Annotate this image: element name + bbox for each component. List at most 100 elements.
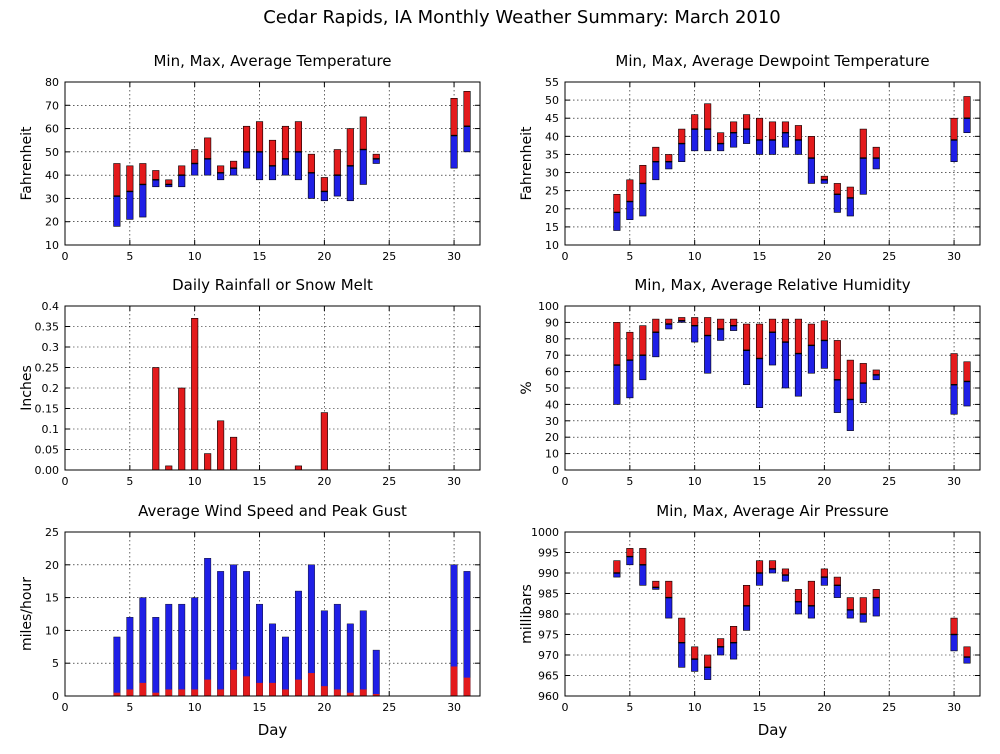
plot-frame [565,82,980,245]
speed-bar-day-31 [464,678,471,696]
min-bar-day-24 [873,158,880,169]
y-axis-label: Fahrenheit [519,126,535,201]
min-bar-day-17 [282,159,289,175]
min-bar-day-6 [640,565,647,586]
x-tick-label: 0 [62,701,69,714]
speed-bar-day-16 [269,683,276,696]
min-bar-day-4 [614,212,621,230]
min-bar-day-18 [795,140,802,154]
min-bar-day-7 [653,332,660,357]
max-bar-day-4 [114,164,121,197]
y-axis-label: millibars [519,584,535,644]
min-bar-day-23 [860,383,867,403]
x-tick-label: 10 [188,475,202,488]
min-bar-day-11 [704,129,711,151]
chart-title: Average Wind Speed and Peak Gust [138,502,407,520]
max-bar-day-5 [627,180,634,202]
rain-bar-day-11 [204,454,211,470]
min-bar-day-8 [666,162,673,169]
x-tick-label: 30 [447,250,461,263]
min-bar-day-14 [743,129,750,143]
y-tick-label: 100 [538,300,559,313]
y-tick-label: 90 [545,316,559,329]
x-tick-label: 10 [688,701,702,714]
min-bar-day-7 [653,162,660,180]
x-tick-label: 15 [253,250,267,263]
x-tick-label: 5 [626,701,633,714]
y-tick-label: 80 [45,76,59,89]
y-tick-label: 0.1 [42,423,60,436]
y-tick-label: 50 [545,94,559,107]
max-bar-day-6 [640,165,647,183]
min-bar-day-31 [464,126,471,152]
min-bar-day-11 [704,336,711,374]
max-bar-day-19 [808,136,815,158]
y-tick-label: 965 [538,670,559,683]
y-tick-label: 10 [45,624,59,637]
x-axis-label: Day [258,721,288,739]
x-tick-label: 30 [447,701,461,714]
x-tick-label: 30 [947,475,961,488]
page-title: Cedar Rapids, IA Monthly Weather Summary… [263,7,781,28]
speed-bar-day-23 [360,689,367,696]
chart-title: Min, Max, Average Relative Humidity [634,276,910,294]
max-bar-day-21 [834,577,841,585]
gust-bar-day-22 [347,624,354,696]
max-bar-day-7 [153,170,160,179]
min-bar-day-14 [743,606,750,631]
min-bar-day-23 [860,614,867,622]
chart-title: Min, Max, Average Dewpoint Temperature [615,52,929,70]
min-bar-day-23 [360,150,367,185]
min-bar-day-19 [808,345,815,373]
y-tick-label: 970 [538,649,559,662]
x-tick-label: 5 [626,250,633,263]
y-tick-label: 15 [45,592,59,605]
min-bar-day-6 [640,183,647,216]
x-tick-label: 0 [562,475,569,488]
speed-bar-day-15 [256,683,263,696]
x-tick-label: 15 [753,475,767,488]
gust-bar-day-7 [153,617,160,696]
max-bar-day-8 [666,319,673,324]
max-bar-day-17 [782,319,789,342]
max-bar-day-9 [678,618,685,643]
x-tick-label: 20 [317,701,331,714]
y-tick-label: 60 [545,366,559,379]
min-bar-day-20 [821,577,828,585]
x-tick-label: 25 [882,250,896,263]
x-tick-label: 20 [317,475,331,488]
min-bar-day-18 [795,354,802,397]
max-bar-day-30 [951,118,958,140]
y-tick-label: 980 [538,608,559,621]
min-bar-day-5 [627,360,634,398]
y-tick-label: 20 [545,203,559,216]
x-tick-label: 30 [447,475,461,488]
max-bar-day-14 [243,126,250,152]
min-bar-day-13 [730,643,737,659]
min-bar-day-23 [860,158,867,194]
max-bar-day-15 [756,324,763,358]
min-bar-day-18 [795,602,802,614]
min-bar-day-21 [334,175,341,196]
min-bar-day-12 [217,173,224,180]
x-tick-label: 10 [188,701,202,714]
max-bar-day-30 [951,618,958,634]
gust-bar-day-4 [114,637,121,696]
max-bar-day-6 [640,548,647,564]
max-bar-day-18 [795,319,802,353]
max-bar-day-10 [691,647,698,659]
y-tick-label: 990 [538,567,559,580]
min-bar-day-30 [951,635,958,651]
max-bar-day-7 [653,147,660,161]
max-bar-day-14 [743,115,750,129]
max-bar-day-10 [191,150,198,164]
max-bar-day-16 [769,561,776,569]
max-bar-day-7 [653,581,660,587]
max-bar-day-31 [464,91,471,126]
x-tick-label: 10 [188,250,202,263]
y-tick-label: 5 [52,657,59,670]
max-bar-day-8 [666,154,673,161]
y-tick-label: 40 [545,398,559,411]
min-bar-day-10 [191,164,198,176]
max-bar-day-15 [756,561,763,573]
